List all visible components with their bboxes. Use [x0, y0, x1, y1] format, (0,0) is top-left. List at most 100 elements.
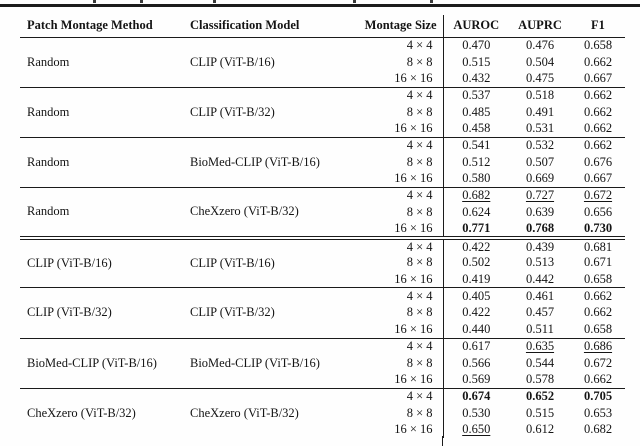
- auroc-cell: 0.422: [443, 235, 509, 255]
- f1-cell: 0.658: [571, 36, 625, 54]
- auprc-cell: 0.639: [525, 204, 555, 219]
- auprc-cell: 0.635: [509, 337, 571, 355]
- auroc-cell: 0.530: [462, 405, 491, 420]
- f1-cell: 0.671: [583, 255, 613, 270]
- model-cell: CLIP (ViT-B/32): [185, 287, 335, 338]
- f1-cell: 0.662: [583, 54, 613, 69]
- auprc-cell: 0.544: [525, 355, 555, 370]
- f1-cell: 0.662: [571, 86, 625, 104]
- size-cell: 8 × 8: [335, 304, 444, 322]
- size-cell: 16 × 16: [335, 371, 444, 389]
- auroc-cell: 0.580: [462, 171, 491, 186]
- size-cell: 8 × 8: [335, 53, 444, 71]
- auroc-cell: 0.624: [462, 204, 491, 219]
- size-cell: 16 × 16: [335, 321, 444, 338]
- auprc-cell: 0.457: [525, 305, 555, 320]
- caption-descender-mark: [430, 0, 433, 3]
- model-cell: CLIP (ViT-B/32): [185, 86, 335, 138]
- clipped-caption-fragment: [0, 0, 640, 4]
- size-cell: 4 × 4: [335, 235, 444, 255]
- size-cell: 16 × 16: [335, 120, 444, 138]
- model-cell: CheXzero (ViT-B/32): [185, 387, 335, 439]
- model-cell: BioMed-CLIP (ViT-B/16): [185, 337, 335, 389]
- size-cell: 8 × 8: [335, 203, 444, 221]
- auroc-cell: 0.502: [462, 255, 491, 270]
- auroc-cell: 0.440: [462, 321, 491, 336]
- auroc-cell: 0.422: [462, 305, 491, 320]
- auprc-cell: 0.518: [509, 86, 571, 104]
- table-row: 16 × 16 0.771 0.768 0.730: [20, 220, 625, 238]
- auprc-cell: 0.532: [509, 136, 571, 154]
- table-group: CLIP (ViT-B/16) CLIP (ViT-B/16) 4 × 4 0.422…: [20, 235, 625, 288]
- auroc-cell: 0.650: [462, 422, 491, 437]
- auprc-cell: 0.531: [525, 121, 555, 136]
- table-row: Random BioMed-CLIP (ViT-B/16) 4 × 4 0.541 0.…: [20, 136, 625, 188]
- f1-cell: 0.662: [583, 104, 613, 119]
- table-row: Random CLIP (ViT-B/32) 4 × 4 0.537 0.518 0.66…: [20, 86, 625, 138]
- column-divider-extension: [442, 436, 443, 446]
- table-header: Patch Montage Method Classification Mode…: [20, 15, 625, 38]
- header-auprc: AUPRC: [509, 15, 571, 38]
- auroc-cell: 0.515: [462, 54, 491, 69]
- table-row: Random CheXzero (ViT-B/32) 4 × 4 0.682 0.727…: [20, 186, 625, 238]
- model-cell: BioMed-CLIP (ViT-B/16): [185, 136, 335, 188]
- auprc-cell: 0.442: [525, 271, 555, 286]
- table-row: 16 × 16 0.419 0.442 0.658: [20, 271, 625, 288]
- size-cell: 4 × 4: [335, 36, 444, 54]
- f1-cell: 0.662: [583, 305, 613, 320]
- table-row: 8 × 8 0.624 0.639 0.656: [20, 203, 625, 221]
- table-row: 16 × 16 0.650 0.612 0.682: [20, 421, 625, 439]
- size-cell: 8 × 8: [335, 404, 444, 422]
- table-row: 8 × 8 0.515 0.504 0.662: [20, 53, 625, 71]
- auprc-cell: 0.461: [509, 287, 571, 305]
- table-row: 8 × 8 0.422 0.457 0.662: [20, 304, 625, 322]
- table-group: CheXzero (ViT-B/32) CheXzero (ViT-B/32) 4 …: [20, 387, 625, 439]
- auprc-cell: 0.491: [525, 104, 555, 119]
- header-patch-montage-method: Patch Montage Method: [20, 15, 185, 38]
- caption-descender-mark: [93, 0, 96, 3]
- auprc-cell: 0.504: [525, 54, 555, 69]
- f1-cell: 0.662: [583, 121, 613, 136]
- caption-descender-mark: [213, 0, 216, 3]
- table-group: Random CLIP (ViT-B/16) 4 × 4 0.470 0.476 0.65…: [20, 36, 625, 88]
- size-cell: 8 × 8: [335, 153, 444, 171]
- table-group: Random CLIP (ViT-B/32) 4 × 4 0.537 0.518 0.66…: [20, 86, 625, 138]
- f1-cell: 0.672: [571, 186, 625, 204]
- table-group: Random CheXzero (ViT-B/32) 4 × 4 0.682 0.727…: [20, 186, 625, 238]
- method-cell: CLIP (ViT-B/32): [20, 287, 185, 338]
- auprc-cell: 0.511: [526, 321, 554, 336]
- auprc-cell: 0.439: [509, 235, 571, 255]
- f1-cell: 0.662: [571, 136, 625, 154]
- model-cell: CLIP (ViT-B/16): [185, 235, 335, 288]
- size-cell: 4 × 4: [335, 287, 444, 305]
- table-top-rule: [0, 4, 640, 7]
- size-cell: 4 × 4: [335, 337, 444, 355]
- auroc-cell: 0.458: [462, 121, 491, 136]
- size-cell: 16 × 16: [335, 70, 444, 88]
- method-cell: Random: [20, 36, 185, 88]
- auroc-cell: 0.617: [443, 337, 509, 355]
- size-cell: 8 × 8: [335, 354, 444, 372]
- auroc-cell: 0.512: [462, 154, 491, 169]
- size-cell: 16 × 16: [335, 220, 444, 238]
- auroc-cell: 0.569: [462, 371, 491, 386]
- auroc-cell: 0.470: [443, 36, 509, 54]
- auprc-cell: 0.475: [525, 70, 555, 85]
- auprc-cell: 0.507: [525, 154, 555, 169]
- table-row: 16 × 16 0.458 0.531 0.662: [20, 120, 625, 138]
- results-table: Patch Montage Method Classification Mode…: [20, 15, 625, 439]
- auroc-cell: 0.541: [443, 136, 509, 154]
- auroc-cell: 0.566: [462, 355, 491, 370]
- auroc-cell: 0.537: [443, 86, 509, 104]
- auroc-cell: 0.432: [462, 70, 491, 85]
- model-cell: CheXzero (ViT-B/32): [185, 186, 335, 238]
- table-row: 8 × 8 0.502 0.513 0.671: [20, 254, 625, 272]
- table-row: CheXzero (ViT-B/32) CheXzero (ViT-B/32) 4 …: [20, 387, 625, 439]
- f1-cell: 0.667: [583, 171, 613, 186]
- table-row: 8 × 8 0.485 0.491 0.662: [20, 103, 625, 121]
- method-cell: CLIP (ViT-B/16): [20, 235, 185, 288]
- f1-cell: 0.676: [583, 154, 613, 169]
- auroc-cell: 0.674: [443, 387, 509, 405]
- table-row: 8 × 8 0.566 0.544 0.672: [20, 354, 625, 372]
- f1-cell: 0.667: [583, 70, 613, 85]
